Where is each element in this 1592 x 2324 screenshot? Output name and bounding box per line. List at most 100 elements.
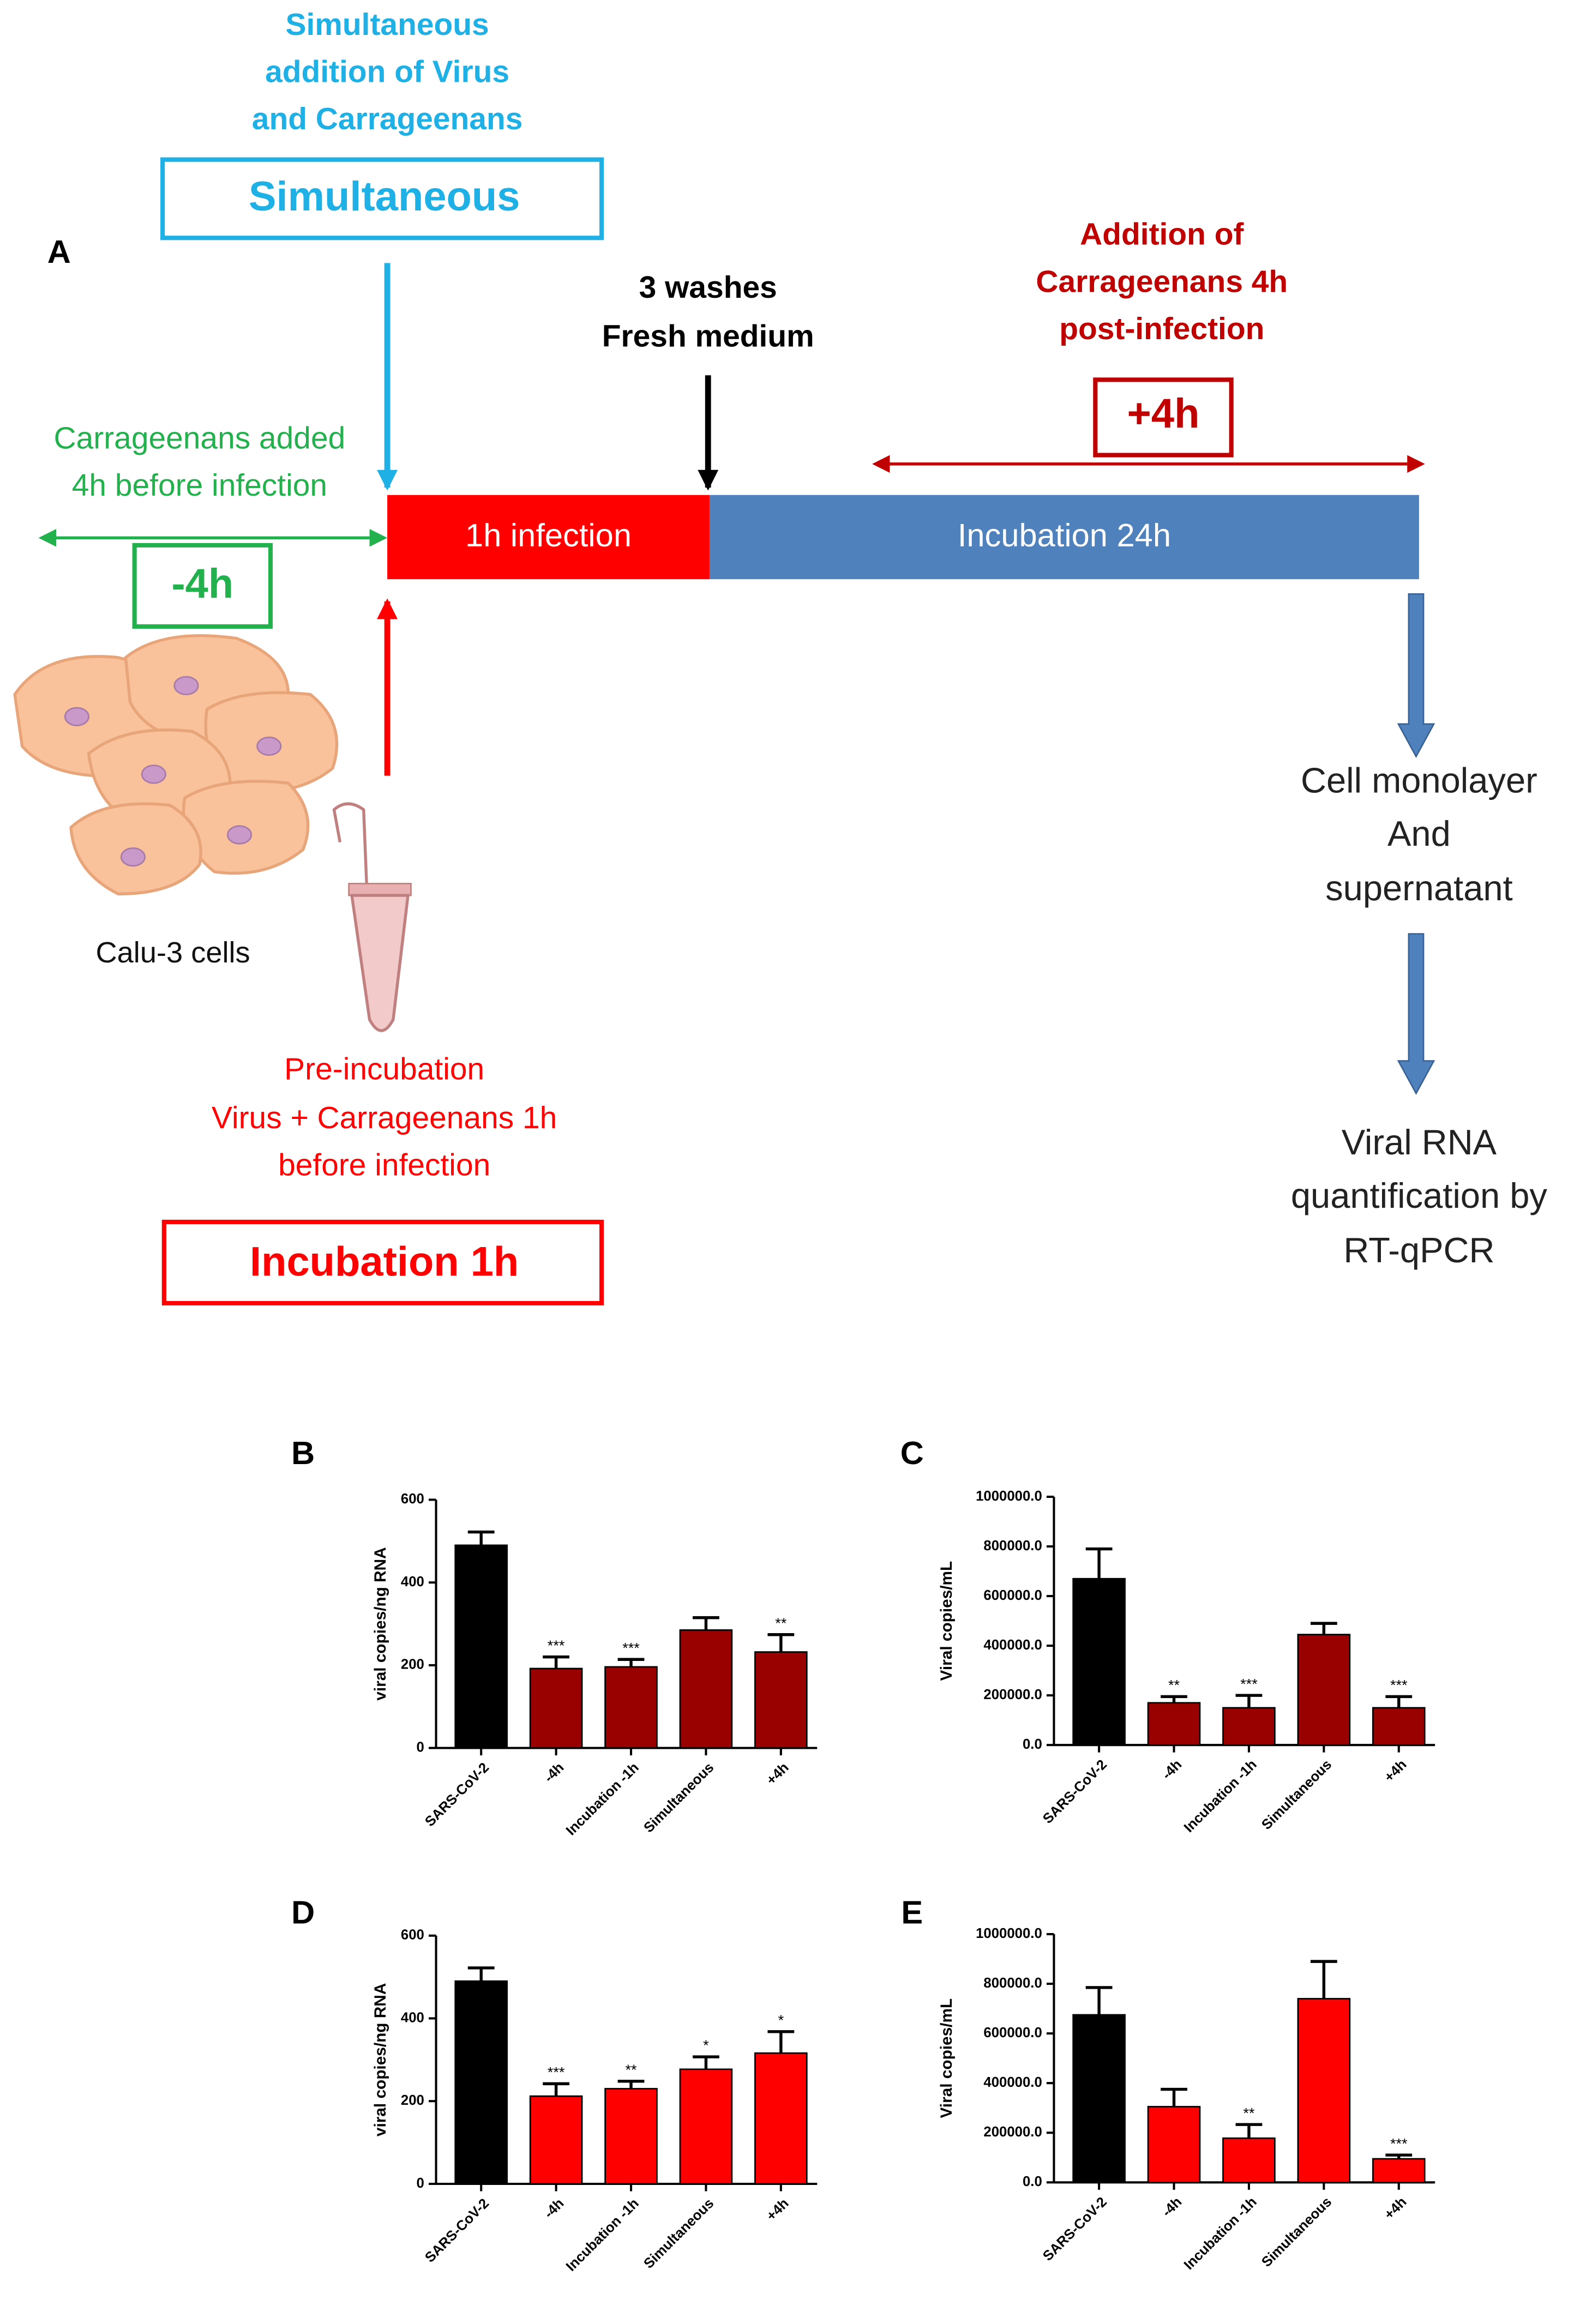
x-tick-label: +4h — [764, 1760, 792, 1788]
panel-label: D — [291, 1894, 315, 1931]
y-tick-label: 600000.0 — [983, 1588, 1042, 1603]
caption: Fresh medium — [602, 319, 814, 354]
y-tick-label: 600000.0 — [983, 2025, 1042, 2040]
bar — [679, 2068, 733, 2185]
panel-label: E — [901, 1894, 923, 1931]
caption: post-infection — [1059, 311, 1264, 346]
y-tick-label: 200000.0 — [983, 2124, 1042, 2140]
caption: before infection — [278, 1148, 490, 1183]
block-arrow — [1397, 933, 1435, 1095]
timeline-label: Incubation 24h — [958, 517, 1171, 553]
caption: 3 washes — [639, 270, 777, 305]
caption: Pre-incubation — [284, 1052, 484, 1087]
x-tick-label: +4h — [1381, 1757, 1410, 1785]
tube-illustration — [332, 802, 412, 1032]
caption: RT-qPCR — [1343, 1230, 1494, 1270]
box-label: Incubation 1h — [250, 1239, 519, 1285]
bar — [1072, 1578, 1126, 1746]
caption: addition of Virus — [265, 55, 509, 89]
bar — [604, 2088, 658, 2185]
caption: Carrageenans 4h — [1036, 264, 1288, 299]
significance: ** — [625, 2061, 637, 2078]
y-tick-label: 0.0 — [1023, 2174, 1042, 2189]
x-tick-label: -4h — [1159, 1757, 1185, 1783]
bar — [1372, 1707, 1426, 1746]
x-tick-label: -4h — [1159, 2194, 1185, 2220]
bar — [679, 1629, 733, 1749]
significance: * — [778, 2012, 784, 2028]
bar — [529, 1667, 583, 1749]
cells-illustration — [13, 634, 339, 896]
y-tick-label: 400000.0 — [983, 1637, 1042, 1653]
timeline-label: 1h infection — [465, 517, 632, 553]
y-tick-label: 800000.0 — [983, 1538, 1042, 1554]
y-axis-label: viral copies/ng RNA — [371, 1983, 389, 2136]
x-tick-label: SARS-CoV-2 — [422, 2196, 492, 2266]
x-tick-label: Simultaneous — [1259, 1757, 1335, 1833]
y-tick-label: 600 — [401, 1928, 424, 1943]
caption: and Carrageenans — [252, 101, 523, 136]
y-axis-label: viral copies/ng RNA — [371, 1547, 389, 1700]
box-label: Simultaneous — [249, 173, 520, 220]
bar — [529, 2095, 583, 2185]
y-tick-label: 200000.0 — [983, 1687, 1042, 1702]
caption: Viral RNA — [1342, 1122, 1497, 1162]
bar — [1072, 2014, 1126, 2183]
significance: *** — [548, 2064, 565, 2081]
block-arrow — [1397, 593, 1435, 758]
y-tick-label: 200 — [401, 2093, 424, 2108]
significance: *** — [622, 1639, 640, 1656]
x-tick-label: Incubation -1h — [563, 1760, 642, 1838]
y-axis-label: Viral copies/mL — [938, 1998, 956, 2118]
y-tick-label: 800000.0 — [983, 1976, 1042, 1991]
y-tick-label: 200 — [401, 1657, 424, 1672]
bar — [604, 1666, 658, 1749]
y-tick-label: 0 — [417, 1739, 424, 1755]
bar — [754, 1651, 808, 1749]
x-tick-label: SARS-CoV-2 — [422, 1760, 492, 1829]
y-tick-label: 1000000.0 — [976, 1489, 1042, 1504]
x-tick-label: +4h — [764, 2196, 792, 2224]
bar — [1147, 1702, 1201, 1746]
y-tick-label: 0.0 — [1023, 1737, 1042, 1752]
significance: ** — [1168, 1677, 1180, 1694]
panel-label: C — [900, 1435, 924, 1471]
bar — [1297, 1998, 1351, 2183]
panel-label: B — [291, 1435, 315, 1471]
bar — [1147, 2106, 1201, 2183]
bar — [1222, 1707, 1276, 1746]
significance: ** — [1243, 2104, 1255, 2121]
significance: ** — [775, 1615, 787, 1631]
x-tick-label: SARS-CoV-2 — [1040, 1757, 1110, 1827]
caption: Simultaneous — [286, 7, 489, 42]
caption: Cell monolayer — [1301, 760, 1537, 800]
x-tick-label: Simultaneous — [641, 2196, 717, 2272]
box — [132, 543, 273, 629]
caption: Virus + Carrageenans 1h — [212, 1100, 557, 1135]
box — [160, 157, 604, 240]
bar — [454, 1980, 508, 2185]
x-tick-label: Simultaneous — [1259, 2194, 1335, 2270]
timeline-infection — [387, 495, 710, 580]
caption: supernatant — [1325, 868, 1513, 908]
caption: Carrageenans added — [54, 421, 346, 456]
caption: And — [1387, 814, 1451, 853]
x-tick-label: +4h — [1381, 2194, 1410, 2223]
y-tick-label: 400000.0 — [983, 2075, 1042, 2090]
x-tick-label: Incubation -1h — [1181, 1757, 1260, 1835]
bar — [454, 1544, 508, 1749]
caption: Addition of — [1080, 217, 1244, 252]
x-tick-label: Simultaneous — [641, 1760, 717, 1835]
box — [161, 1219, 604, 1306]
y-tick-label: 400 — [401, 1574, 424, 1590]
box-label: +4h — [1127, 390, 1200, 437]
y-tick-label: 1000000.0 — [976, 1926, 1042, 1941]
box-label: -4h — [171, 561, 233, 607]
y-tick-label: 600 — [401, 1491, 424, 1507]
x-tick-label: Incubation -1h — [1181, 2194, 1260, 2273]
bar — [754, 2052, 808, 2185]
caption: quantification by — [1291, 1176, 1548, 1215]
y-axis-label: Viral copies/mL — [938, 1561, 956, 1681]
